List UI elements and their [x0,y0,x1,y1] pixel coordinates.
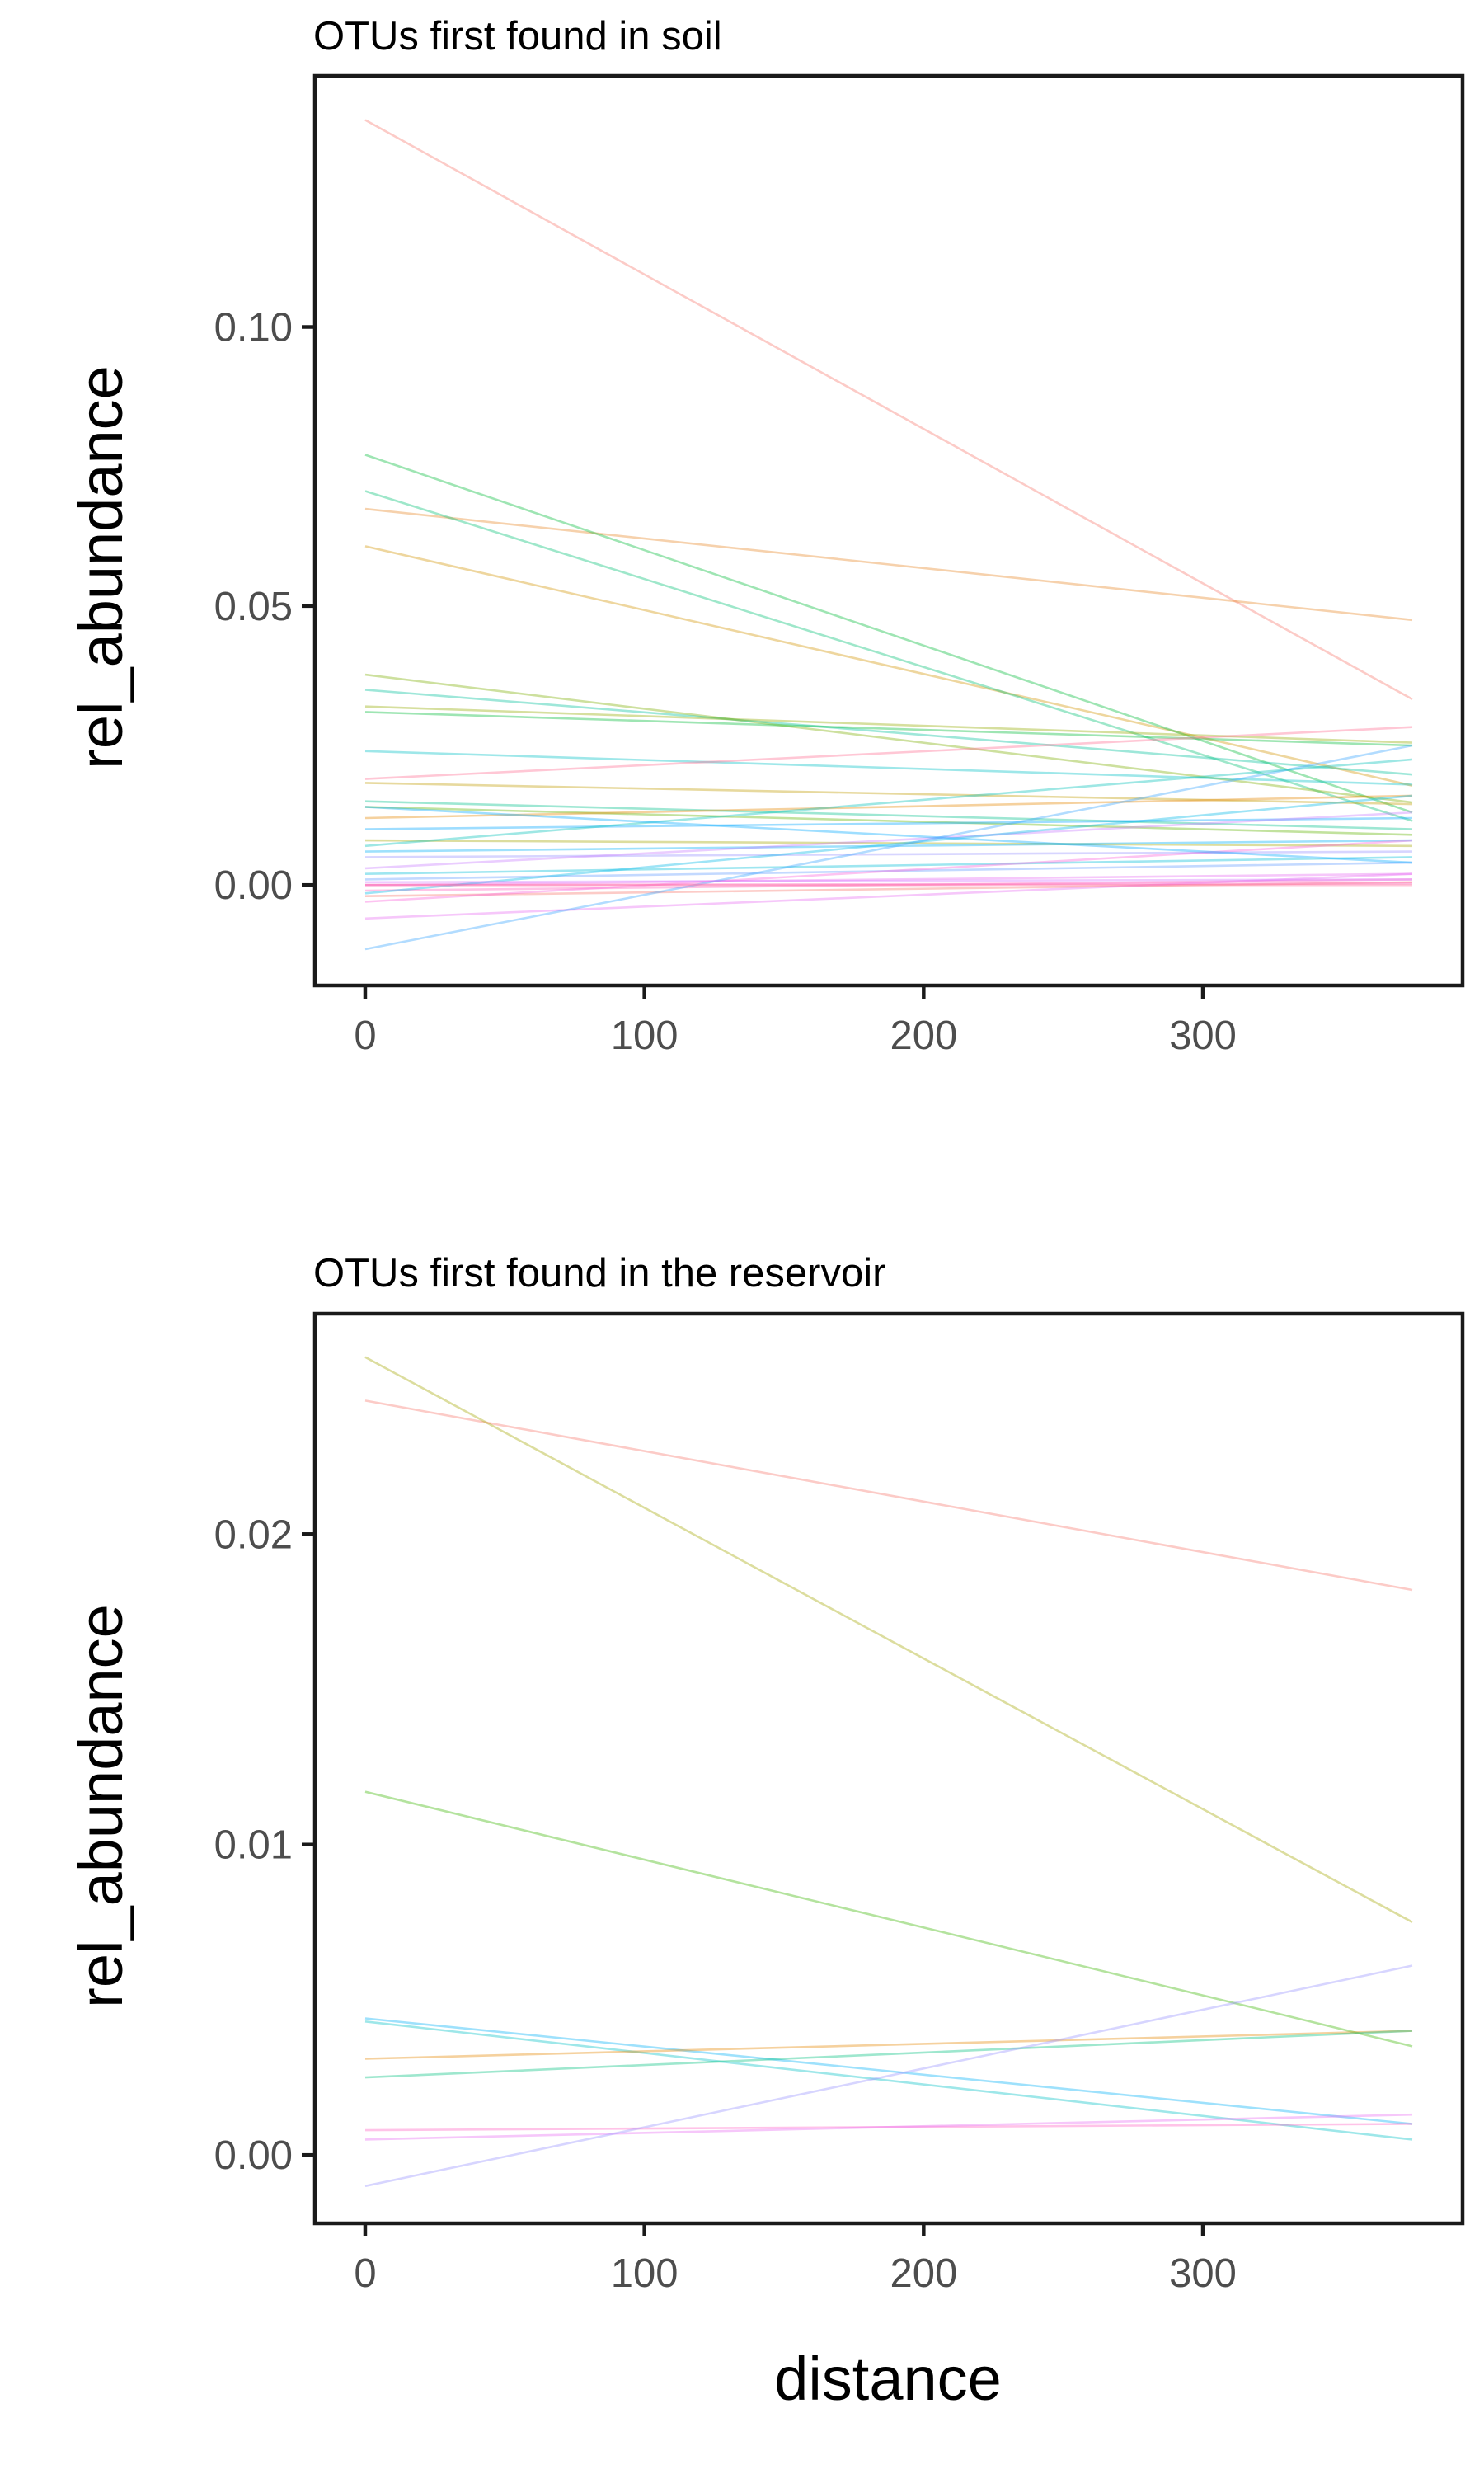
panel-title: OTUs first found in the reservoir [313,1251,885,1296]
series-group [364,1356,1413,2188]
x-axis: 0 100 200 300 [354,2223,1237,2296]
y-tick-label: 0.10 [214,306,293,350]
series-line-12 [364,782,1413,806]
series-line-5 [364,2020,1413,2141]
x-tick-label: 300 [1169,2251,1237,2296]
series-line-1 [364,1399,1413,1592]
series-line-28 [364,872,1413,920]
series-line-4 [364,454,1413,814]
series-line-6 [364,2030,1413,2060]
series-line-33 [364,758,1413,848]
series-line-34 [364,806,1413,864]
x-axis: 0 100 200 300 [354,985,1237,1058]
series-line-7 [364,689,1413,776]
x-axis-label: distance [774,2345,1002,2413]
plot-frame [312,1311,1465,2226]
series-line-8 [364,705,1413,744]
series-line-20 [364,811,1413,870]
x-tick-label: 100 [611,1014,679,1058]
y-tick-label: 0.02 [214,1512,293,1557]
y-tick-label: 0.00 [214,863,293,908]
series-line-9 [364,711,1413,747]
plot-frame [312,73,1465,988]
y-axis: 0.00 0.05 0.10 [214,306,315,908]
x-tick-label: 200 [890,1014,957,1058]
series-line-1 [364,119,1413,701]
y-tick-label: 0.05 [214,585,293,629]
series-line-15 [364,794,1413,820]
series-line-32 [364,878,1413,884]
series-line-29 [364,744,1413,951]
series-line-4 [364,2017,1413,2125]
series-line-19 [364,850,1413,858]
series-line-11 [364,726,1413,780]
x-tick-label: 0 [354,1014,376,1058]
series-line-14 [364,806,1413,836]
series-line-22 [364,861,1413,881]
panel-soil: OTUs first found in soil rel_abundance 0… [67,14,1465,1058]
series-line-30 [364,882,1413,887]
series-line-3 [364,545,1413,787]
series-line-24 [364,878,1413,892]
series-line-16 [364,816,1413,830]
series-group [364,119,1413,951]
x-tick-label: 200 [890,2251,957,2296]
series-line-5 [364,490,1413,822]
y-axis-label: rel_abundance [67,365,135,769]
series-line-26 [364,794,1413,895]
series-line-18 [364,839,1413,853]
x-tick-label: 100 [611,2251,679,2296]
panel-reservoir: OTUs first found in the reservoir rel_ab… [67,1251,1465,2296]
x-tick-label: 0 [354,2251,376,2296]
series-line-2 [364,507,1413,622]
series-line-3 [364,1790,1413,2048]
series-line-21 [364,856,1413,875]
series-line-8 [364,2123,1413,2132]
series-line-17 [364,839,1413,848]
series-line-13 [364,800,1413,830]
series-line-9 [364,2113,1413,2141]
y-tick-label: 0.01 [214,1823,293,1868]
series-line-10 [364,750,1413,786]
series-line-25 [364,881,1413,897]
series-line-7 [364,2030,1413,2079]
series-line-27 [364,839,1413,903]
series-line-2 [364,1356,1413,1923]
series-line-6 [364,673,1413,804]
series-line-10 [364,1964,1413,2188]
y-tick-label: 0.00 [214,2133,293,2178]
series-line-23 [364,872,1413,887]
panel-title: OTUs first found in soil [313,14,722,59]
y-axis-label: rel_abundance [67,1604,135,2008]
y-axis: 0.00 0.01 0.02 [214,1512,315,2178]
x-tick-label: 300 [1169,1014,1237,1058]
